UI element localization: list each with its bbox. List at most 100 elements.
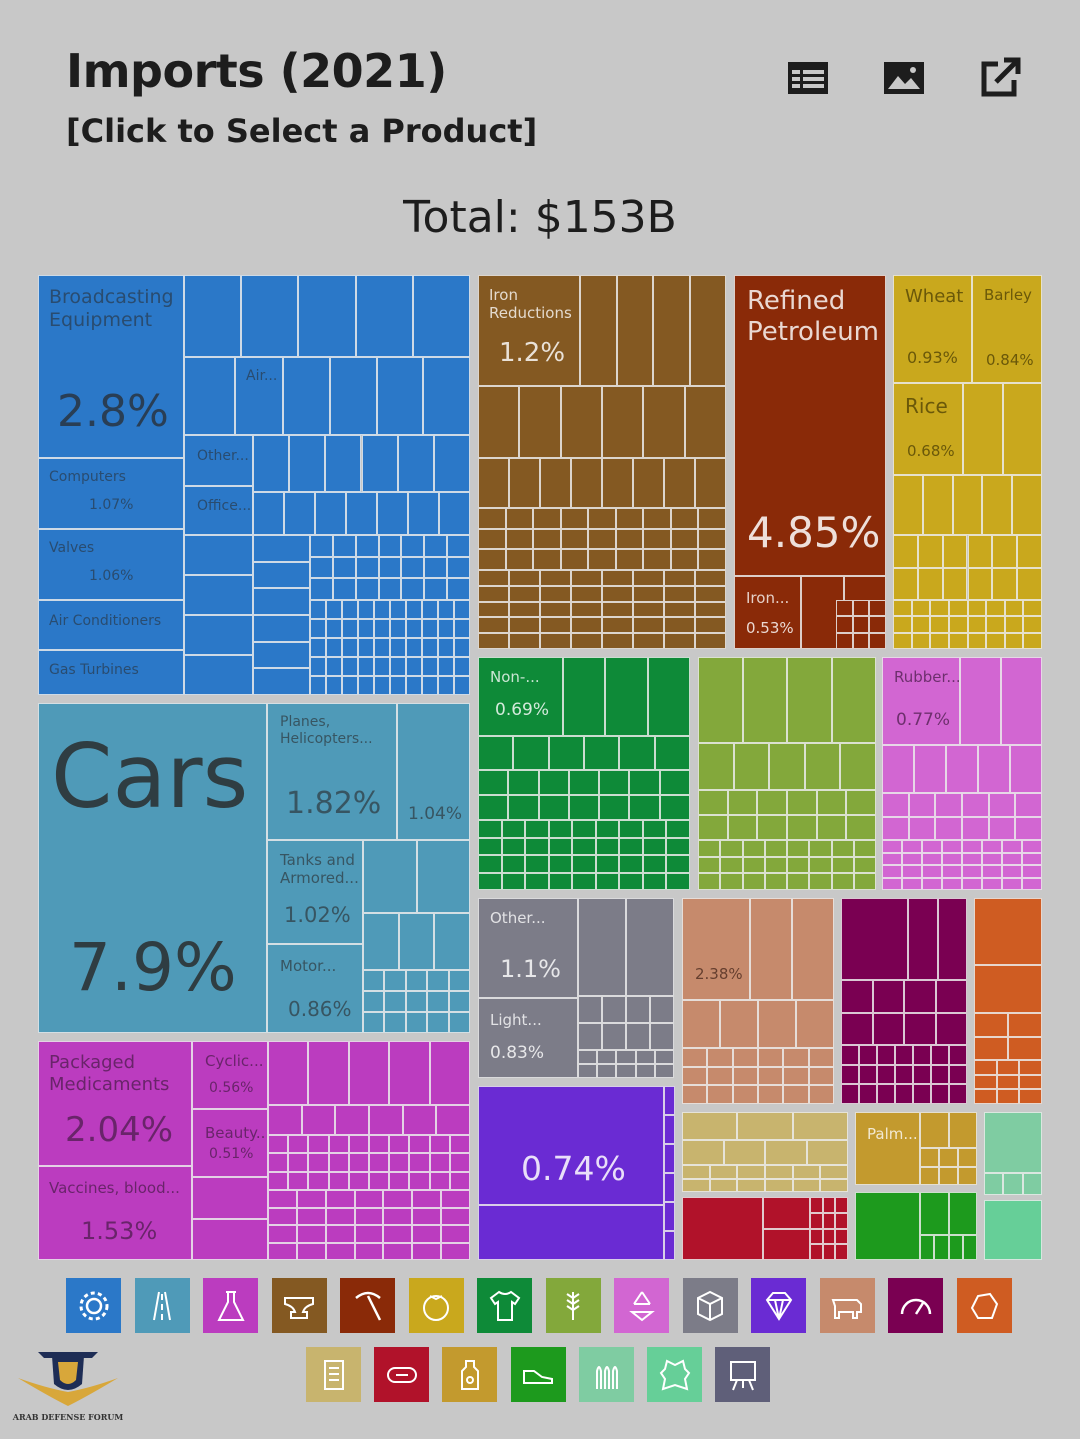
- treemap-tile[interactable]: [1002, 878, 1022, 891]
- treemap-tile[interactable]: [750, 898, 792, 1000]
- treemap-tile[interactable]: [984, 1173, 1003, 1195]
- treemap-tile[interactable]: [390, 619, 406, 638]
- treemap-tile[interactable]: [412, 1243, 441, 1261]
- treemap-tile[interactable]: [682, 1165, 710, 1179]
- treemap-tile[interactable]: [949, 1192, 978, 1235]
- treemap-tile[interactable]: [369, 1135, 389, 1153]
- treemap-tile[interactable]: [807, 1140, 849, 1165]
- treemap-tile[interactable]: [478, 602, 509, 618]
- treemap-tile[interactable]: [525, 820, 549, 838]
- treemap-tile[interactable]: [406, 1012, 427, 1033]
- treemap-tile[interactable]: [602, 458, 633, 508]
- treemap-tile[interactable]: [666, 855, 690, 873]
- treemap-tile[interactable]: [184, 357, 235, 435]
- treemap-tile[interactable]: [855, 1192, 920, 1260]
- treemap-tile[interactable]: [310, 600, 326, 619]
- treemap-tile[interactable]: [509, 570, 540, 586]
- treemap-tile[interactable]: [626, 898, 674, 996]
- treemap-tile[interactable]: [310, 657, 326, 676]
- treemap-tile[interactable]: [1003, 383, 1043, 475]
- treemap-tile[interactable]: [853, 633, 870, 649]
- treemap-tile[interactable]: [841, 1084, 859, 1104]
- treemap-tile[interactable]: [502, 855, 526, 873]
- treemap-tile[interactable]: [682, 1140, 724, 1165]
- treemap-tile[interactable]: [549, 820, 573, 838]
- treemap-tile[interactable]: [454, 657, 470, 676]
- treemap-tile[interactable]: [942, 840, 962, 853]
- treemap-tile[interactable]: [902, 865, 922, 878]
- tile-gold[interactable]: 0.74%: [478, 1086, 664, 1205]
- treemap-tile[interactable]: [968, 633, 987, 649]
- treemap-tile[interactable]: [974, 1013, 1008, 1037]
- treemap-tile[interactable]: [478, 386, 519, 458]
- tile-barley[interactable]: Barley 0.84%: [972, 275, 1042, 383]
- shirt-icon[interactable]: [477, 1278, 532, 1333]
- treemap-tile[interactable]: [549, 838, 573, 856]
- treemap-tile[interactable]: [513, 736, 548, 770]
- wheat-icon[interactable]: [546, 1278, 601, 1333]
- tile-cars[interactable]: Cars 7.9%: [38, 703, 267, 1033]
- treemap-tile[interactable]: [859, 1065, 877, 1085]
- treemap-tile[interactable]: [409, 1135, 429, 1153]
- treemap-tile[interactable]: [882, 793, 909, 817]
- treemap-tile[interactable]: [454, 619, 470, 638]
- treemap-tile[interactable]: [823, 1197, 836, 1213]
- treemap-tile[interactable]: [329, 1135, 349, 1153]
- treemap-tile[interactable]: [643, 873, 667, 891]
- treemap-tile[interactable]: [643, 855, 667, 873]
- treemap-tile[interactable]: [743, 873, 765, 890]
- treemap-tile[interactable]: [326, 1225, 355, 1243]
- treemap-tile[interactable]: [787, 790, 817, 815]
- treemap-tile[interactable]: [765, 1179, 793, 1193]
- treemap-tile[interactable]: [184, 275, 241, 357]
- treemap-tile[interactable]: [783, 1067, 808, 1086]
- treemap-tile[interactable]: [978, 745, 1010, 793]
- treemap-tile[interactable]: [602, 602, 633, 618]
- treemap-tile[interactable]: [326, 619, 342, 638]
- treemap-tile[interactable]: [241, 275, 298, 357]
- treemap-tile[interactable]: [877, 1084, 895, 1104]
- treemap-tile[interactable]: [710, 1165, 738, 1179]
- treemap-tile[interactable]: [809, 857, 831, 874]
- treemap-tile[interactable]: [650, 996, 674, 1023]
- treemap-tile[interactable]: [268, 1135, 288, 1153]
- treemap-tile[interactable]: [769, 743, 805, 790]
- treemap-tile[interactable]: [974, 1089, 997, 1104]
- treemap-tile[interactable]: [596, 820, 620, 838]
- treemap-tile[interactable]: [809, 1048, 834, 1067]
- treemap-tile[interactable]: [918, 568, 943, 601]
- treemap-tile[interactable]: [636, 1050, 655, 1064]
- treemap-tile[interactable]: [401, 535, 424, 557]
- treemap-tile[interactable]: [406, 657, 422, 676]
- treemap-tile[interactable]: [363, 913, 399, 970]
- treemap-tile[interactable]: [671, 549, 699, 570]
- treemap-tile[interactable]: [253, 492, 284, 535]
- treemap-tile[interactable]: [389, 1135, 409, 1153]
- treemap-tile[interactable]: [384, 970, 405, 991]
- treemap-tile[interactable]: [737, 1165, 765, 1179]
- treemap-tile[interactable]: [508, 795, 538, 820]
- treemap-tile[interactable]: [893, 568, 918, 601]
- treemap-tile[interactable]: [935, 817, 962, 841]
- treemap-tile[interactable]: [841, 1013, 873, 1046]
- treemap-tile[interactable]: [438, 657, 454, 676]
- treemap-tile[interactable]: [743, 657, 788, 743]
- treemap-tile[interactable]: [449, 1012, 470, 1033]
- treemap-tile[interactable]: [358, 657, 374, 676]
- treemap-tile[interactable]: [974, 898, 1042, 965]
- treemap-tile[interactable]: [920, 1112, 949, 1148]
- treemap-tile[interactable]: [192, 1219, 268, 1261]
- tile-vaccines-blood[interactable]: Vaccines, blood... 1.53%: [38, 1166, 192, 1260]
- treemap-tile[interactable]: [859, 1045, 877, 1065]
- treemap-tile[interactable]: [734, 743, 770, 790]
- treemap-tile[interactable]: [346, 492, 377, 535]
- treemap-tile[interactable]: [809, 873, 831, 890]
- treemap-tile[interactable]: [430, 1172, 450, 1190]
- treemap-tile[interactable]: [599, 795, 629, 820]
- treemap-tile[interactable]: [478, 820, 502, 838]
- treemap-tile[interactable]: [427, 991, 448, 1012]
- treemap-tile[interactable]: [743, 840, 765, 857]
- treemap-tile[interactable]: [268, 1105, 302, 1135]
- treemap-tile[interactable]: [571, 633, 602, 649]
- treemap-tile[interactable]: [698, 508, 726, 529]
